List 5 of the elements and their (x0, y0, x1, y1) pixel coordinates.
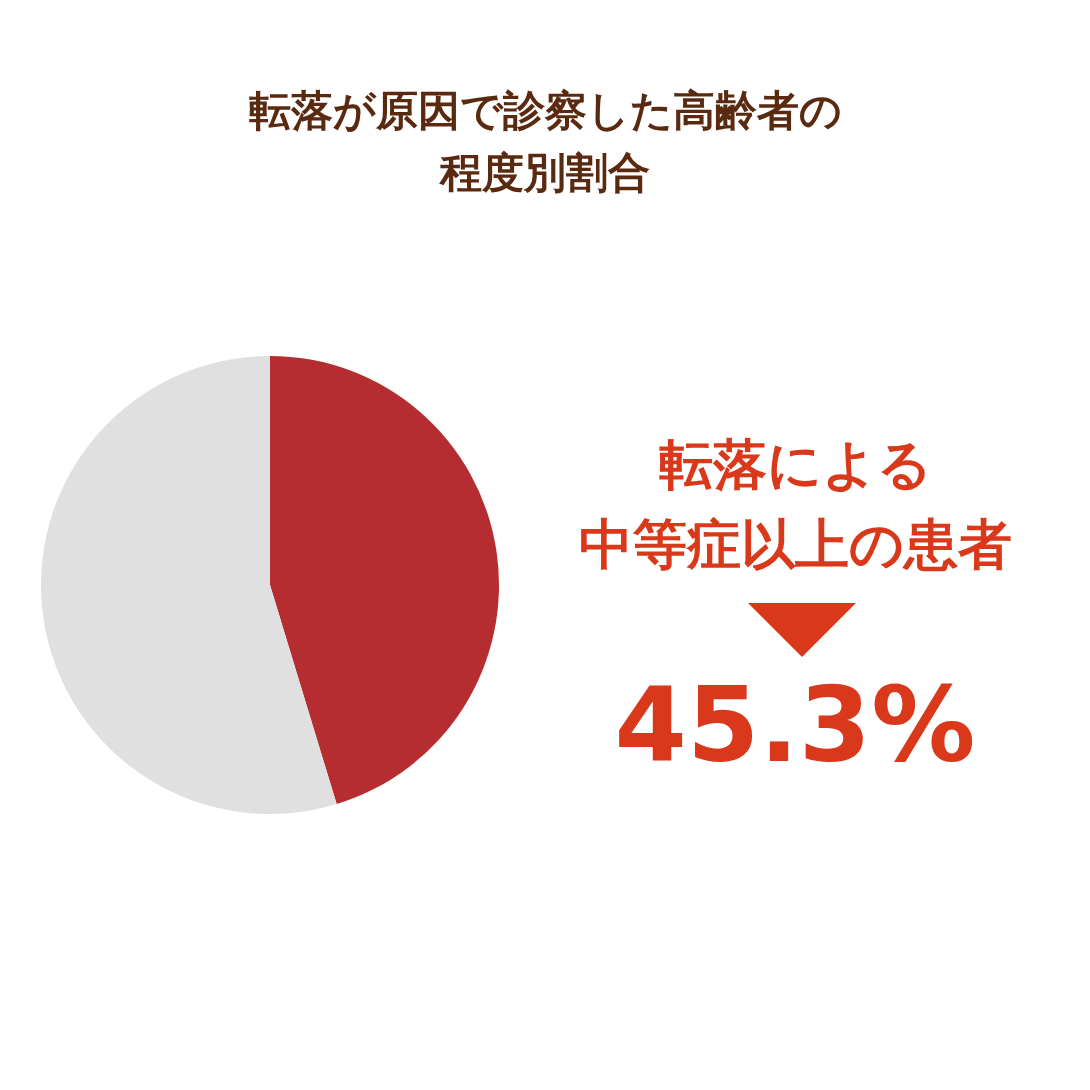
pie-slice (41, 356, 337, 814)
pie-slice (270, 356, 499, 805)
slice-label: 転落による中等症以上の患者 (577, 432, 1013, 578)
chart-title: 転落が原因で診察した高齢者の程度別割合 (247, 85, 843, 199)
data-label: 45.3% (613, 664, 977, 786)
